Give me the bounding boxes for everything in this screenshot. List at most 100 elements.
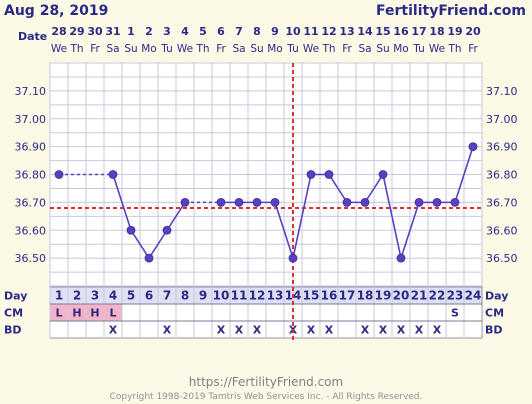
temp-point [324, 170, 334, 179]
temp-point [432, 197, 442, 207]
weekday-cell: Tu [412, 43, 424, 55]
series-segment [364, 174, 384, 203]
day-cell: 19 [375, 289, 392, 303]
brand-title: FertilityFriend.com [376, 3, 526, 19]
temp-point [126, 225, 136, 235]
temp-point [180, 197, 190, 207]
day-cell: 7 [163, 289, 171, 303]
y-tick-left: 36.50 [15, 252, 47, 265]
day-cell: 21 [411, 289, 428, 303]
temperature-series [50, 63, 482, 340]
weekday-cell: Sa [358, 43, 371, 55]
weekday-cell: Su [376, 43, 389, 55]
calendar-header: 28 29 30 31 1 2 3 4 5 6 7 8 9 10 11 12 13 14 15 16 17 18 19 20W… [51, 25, 481, 55]
y-tick-left: 36.80 [15, 169, 47, 182]
day-cell: 13 [267, 289, 284, 303]
day-cell: 16 [321, 289, 338, 303]
day-cell: 15 [303, 289, 320, 303]
day-cell: 6 [145, 289, 153, 303]
date-cell: 3 [163, 25, 171, 38]
cm-cell-bg [68, 304, 86, 321]
weekday-cell: Mo [141, 43, 156, 55]
date-cell: 30 [87, 25, 103, 38]
day-cell: 4 [109, 289, 117, 303]
weekday-cell: We [177, 43, 193, 55]
y-tick-right: 36.60 [486, 224, 518, 237]
day-cell: 3 [91, 289, 99, 303]
day-cell: 20 [393, 289, 410, 303]
date-cell: 19 [447, 25, 462, 38]
y-tick-left: 36.70 [15, 196, 47, 209]
bd-cell: X [415, 324, 424, 337]
cm-cell: S [451, 307, 459, 320]
series-segment [328, 174, 348, 203]
date-cell: 9 [271, 25, 279, 38]
date-cell: 16 [393, 25, 409, 38]
weekday-cell: Fr [216, 43, 226, 55]
weekday-cell: Tu [160, 43, 172, 55]
cm-cell-bg [86, 304, 104, 321]
day-cell: 17 [339, 289, 356, 303]
cm-cell: L [55, 307, 62, 320]
bd-cell: X [253, 324, 262, 337]
temp-point [414, 197, 424, 207]
bd-cell: X [163, 324, 172, 337]
footer-copyright: Copyright 1998-2019 Tamtris Web Services… [110, 392, 423, 402]
y-tick-right: 36.70 [486, 196, 518, 209]
date-cell: 2 [145, 25, 153, 38]
day-cell: 23 [447, 289, 464, 303]
date-cell: 28 [51, 25, 66, 38]
date-cell: 1 [127, 25, 135, 38]
temp-point [360, 197, 370, 207]
weekday-cell: Su [250, 43, 263, 55]
temp-point [252, 197, 262, 207]
bd-cell: X [235, 324, 244, 337]
temp-point [378, 170, 388, 179]
weekday-cell: Th [195, 43, 209, 55]
temp-point [54, 170, 64, 179]
temp-point [288, 253, 298, 263]
day-row-label-right: Day [485, 290, 508, 303]
weekday-cell: We [429, 43, 445, 55]
weekday-cell: Mo [393, 43, 408, 55]
date-cell: 6 [217, 25, 225, 38]
date-cell: 18 [429, 25, 444, 38]
bd-cell: X [325, 324, 334, 337]
y-tick-right: 37.00 [486, 113, 518, 126]
date-cell: 20 [465, 25, 481, 38]
weekday-cell: Fr [342, 43, 352, 55]
weekday-cell: Su [124, 43, 137, 55]
cm-row-label-right: CM [485, 307, 504, 320]
day-cell: 1 [55, 289, 63, 303]
y-tick-left: 36.90 [15, 141, 47, 154]
y-tick-right: 37.10 [486, 85, 518, 98]
y-tick-left: 36.60 [15, 224, 47, 237]
cm-cell-bg [104, 304, 122, 321]
series-segment [148, 229, 168, 259]
day-cell: 12 [249, 289, 266, 303]
y-tick-left: 37.10 [15, 85, 47, 98]
day-cell: 18 [357, 289, 374, 303]
y-tick-right: 36.80 [486, 169, 518, 182]
y-tick-left: 37.00 [15, 113, 47, 126]
temp-point [342, 197, 352, 207]
bd-row-label-left: BD [4, 324, 22, 337]
series-segment [454, 146, 474, 203]
weekday-cell: We [51, 43, 67, 55]
day-cell: 10 [213, 289, 230, 303]
series-segment [400, 202, 420, 259]
temp-point [270, 197, 280, 207]
day-cell: 24 [465, 289, 482, 303]
cm-cell: H [72, 307, 81, 320]
day-cell: 11 [231, 289, 248, 303]
cm-cell: L [109, 307, 116, 320]
grid-lines: 37.10 37.10 37.00 37.00 36.90 36.90 36.80 36.80… [15, 62, 518, 287]
date-cell: 7 [235, 25, 243, 38]
cm-row-label-left: CM [4, 307, 23, 320]
bd-cell: X [109, 324, 118, 337]
y-tick-right: 36.90 [486, 141, 518, 154]
date-cell: 8 [253, 25, 261, 38]
date-cell: 17 [411, 25, 426, 38]
day-cell: 22 [429, 289, 446, 303]
bd-cell: X [433, 324, 442, 337]
